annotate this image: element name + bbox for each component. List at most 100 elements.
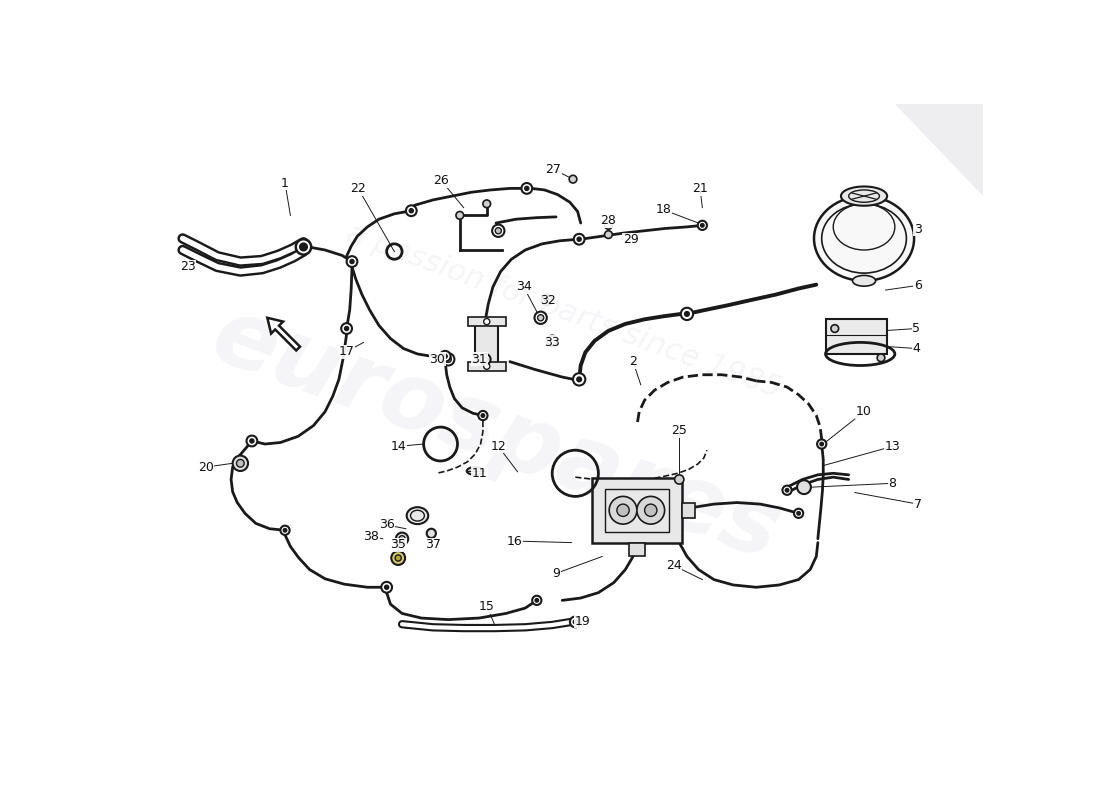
Circle shape	[541, 294, 552, 306]
Circle shape	[280, 526, 289, 535]
Text: 7: 7	[914, 498, 922, 510]
Bar	[629, 542, 645, 557]
Circle shape	[341, 323, 352, 334]
Circle shape	[573, 620, 578, 624]
Circle shape	[409, 209, 414, 213]
Circle shape	[350, 259, 354, 263]
Text: 2: 2	[629, 355, 637, 368]
Circle shape	[399, 536, 405, 542]
Text: 22: 22	[350, 182, 366, 195]
Text: 3: 3	[914, 222, 922, 236]
Circle shape	[296, 239, 311, 254]
Text: 33: 33	[544, 336, 560, 349]
Circle shape	[492, 225, 505, 237]
Text: 8: 8	[889, 477, 896, 490]
Circle shape	[576, 377, 582, 382]
Circle shape	[535, 598, 539, 602]
Text: 24: 24	[666, 559, 682, 572]
Bar	[825, 319, 888, 354]
Text: 17: 17	[339, 345, 354, 358]
Text: 37: 37	[425, 538, 441, 551]
Circle shape	[442, 353, 454, 366]
Ellipse shape	[466, 467, 484, 475]
Text: 19: 19	[574, 614, 590, 628]
Polygon shape	[895, 104, 983, 196]
Text: 4: 4	[913, 342, 921, 355]
Text: 6: 6	[914, 279, 922, 292]
Bar	[468, 317, 506, 326]
Circle shape	[246, 435, 257, 446]
Bar	[605, 489, 669, 532]
Circle shape	[483, 200, 491, 208]
Circle shape	[395, 555, 402, 561]
Text: 18: 18	[656, 203, 672, 217]
Text: 26: 26	[433, 174, 449, 187]
Circle shape	[796, 511, 801, 515]
Bar	[682, 502, 695, 518]
Circle shape	[681, 308, 693, 320]
Circle shape	[532, 596, 541, 605]
Circle shape	[637, 496, 664, 524]
Circle shape	[605, 222, 613, 230]
Circle shape	[446, 356, 451, 362]
Text: 34: 34	[516, 281, 531, 294]
Text: 15: 15	[478, 600, 495, 613]
Circle shape	[609, 496, 637, 524]
Ellipse shape	[407, 507, 428, 524]
Circle shape	[236, 459, 244, 467]
Circle shape	[478, 411, 487, 420]
Circle shape	[480, 354, 491, 365]
Text: 10: 10	[856, 405, 872, 418]
Ellipse shape	[842, 186, 888, 206]
Circle shape	[798, 480, 811, 494]
Text: 11: 11	[471, 467, 487, 480]
Circle shape	[396, 533, 408, 545]
Text: 25: 25	[671, 425, 688, 438]
Text: 32: 32	[540, 294, 557, 306]
Circle shape	[392, 551, 405, 565]
Text: 29: 29	[623, 234, 639, 246]
Circle shape	[794, 509, 803, 518]
Circle shape	[578, 237, 581, 242]
Circle shape	[406, 206, 417, 216]
Circle shape	[605, 230, 613, 238]
Circle shape	[233, 455, 249, 471]
Circle shape	[382, 582, 392, 593]
Text: a passion for parts since 1985: a passion for parts since 1985	[342, 219, 785, 404]
Text: 12: 12	[491, 440, 506, 453]
Circle shape	[574, 234, 584, 245]
Circle shape	[250, 439, 254, 443]
FancyArrow shape	[267, 318, 300, 350]
Circle shape	[817, 439, 826, 449]
Circle shape	[697, 221, 707, 230]
Circle shape	[674, 475, 684, 484]
Circle shape	[299, 243, 307, 250]
Text: eurospares: eurospares	[199, 290, 792, 580]
Text: 13: 13	[884, 440, 901, 453]
Circle shape	[684, 311, 690, 316]
Circle shape	[569, 175, 576, 183]
Circle shape	[547, 335, 558, 346]
Circle shape	[483, 357, 487, 362]
Circle shape	[344, 326, 349, 330]
Text: 14: 14	[390, 440, 406, 453]
Bar	[475, 321, 498, 367]
Text: 23: 23	[180, 261, 196, 274]
Circle shape	[284, 529, 287, 532]
Text: 38: 38	[363, 530, 379, 543]
Text: 28: 28	[600, 214, 616, 227]
Circle shape	[701, 224, 704, 227]
Ellipse shape	[814, 196, 914, 281]
Text: 30: 30	[429, 353, 446, 366]
Circle shape	[346, 256, 358, 267]
Text: 35: 35	[390, 538, 406, 551]
Text: 5: 5	[912, 322, 921, 335]
Text: 20: 20	[198, 461, 213, 474]
Text: 9: 9	[552, 567, 560, 580]
Circle shape	[782, 486, 792, 495]
Circle shape	[481, 414, 485, 418]
Circle shape	[495, 228, 502, 234]
Circle shape	[455, 211, 464, 219]
Text: 27: 27	[544, 162, 561, 176]
Text: 16: 16	[507, 534, 522, 547]
